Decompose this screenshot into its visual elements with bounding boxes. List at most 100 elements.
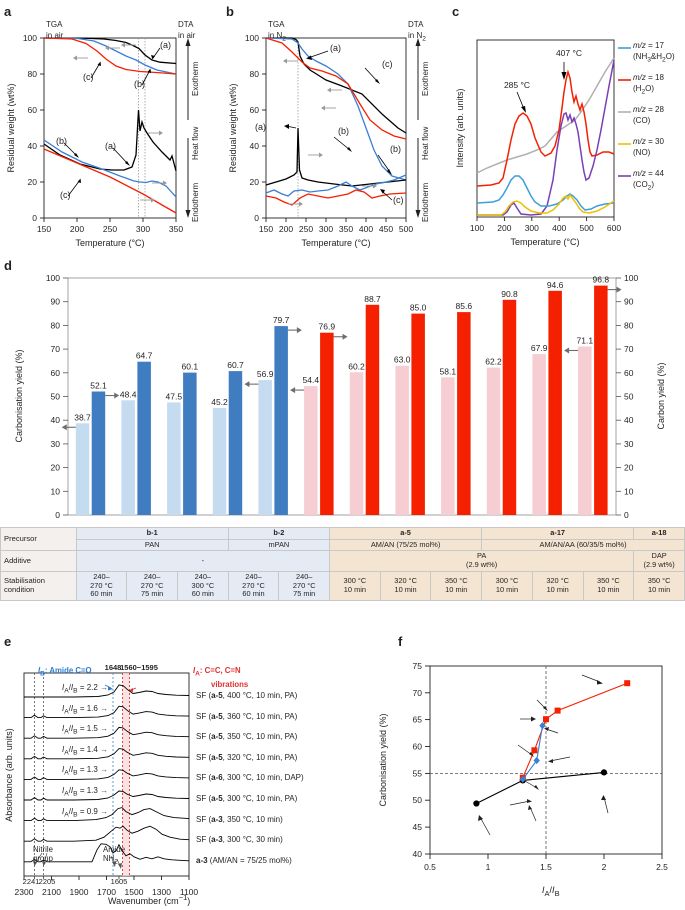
bar-value-carbonisation-4: 45.2	[211, 397, 228, 407]
bar-carbonisation-3	[167, 402, 181, 515]
condition-cell-1: 240– 270 °C 60 min	[75, 570, 128, 602]
svg-text:80: 80	[51, 320, 61, 330]
panel-e-feature-leaders	[33, 852, 122, 869]
svg-text:0: 0	[32, 213, 37, 223]
svg-text:40: 40	[624, 415, 634, 425]
curve-tga-b-air	[43, 37, 177, 75]
bar-carbonisation-8	[395, 365, 409, 515]
svg-text:300: 300	[136, 224, 150, 234]
spectrum-label-6: SF (a-5, 300 °C, 10 min, PA)	[196, 794, 298, 803]
legend-item-mz18: m/z = 18 (H2O)	[633, 72, 675, 104]
svg-text:450: 450	[379, 224, 393, 234]
panel-a-tga-label-1: TGA	[46, 20, 63, 29]
bar-value-carbonisation-12: 71.1	[577, 336, 594, 346]
ref-arrow-g5-left	[244, 381, 259, 388]
curve-tga-c-air	[43, 37, 177, 75]
svg-text:2.5: 2.5	[656, 862, 668, 872]
svg-text:90: 90	[51, 297, 61, 307]
svg-text:20: 20	[250, 177, 260, 187]
panel-c-annotation-leaders	[516, 62, 567, 113]
bar-value-carbon-1: 52.1	[90, 381, 107, 391]
panel-d-letter: d	[4, 258, 12, 273]
curve-dta-c-n2	[265, 189, 407, 206]
svg-text:100: 100	[470, 223, 484, 233]
svg-text:70: 70	[51, 344, 61, 354]
panel-c-legend: m/z = 17 (NH3&H2O) m/z = 18 (H2O) m/z = …	[633, 40, 675, 200]
minor-tick-2241: 2241	[23, 877, 40, 886]
svg-text:250: 250	[103, 224, 117, 234]
bar-value-carbonisation-3: 47.5	[166, 391, 183, 401]
panel-a-tga-label-2: in air	[46, 31, 64, 40]
bar-value-carbonisation-1: 38.7	[74, 412, 91, 422]
condition-cell-9: 300 °C 10 min	[481, 570, 533, 602]
precursor-name-pan: PAN	[75, 538, 229, 552]
svg-text:1900: 1900	[70, 887, 89, 897]
bar-value-carbon-10: 90.8	[501, 289, 518, 299]
legend-item-mz28: m/z = 28 (CO)	[633, 104, 675, 136]
svg-text:1: 1	[486, 862, 491, 872]
svg-text:350: 350	[339, 224, 353, 234]
panel-b-xlabel: Temperature (°C)	[301, 238, 370, 248]
panel-a: 0 20 40 60 80 100 150 200 250 300 350 Te…	[0, 0, 228, 258]
bar-carbonisation-7	[349, 372, 364, 515]
svg-text:45: 45	[413, 822, 423, 832]
svg-text:30: 30	[51, 439, 61, 449]
panel-b-curve-label-c-tga: (c)	[382, 59, 393, 69]
svg-text:150: 150	[259, 224, 273, 234]
spectrum-label-7: SF (a-3, 350 °C, 10 min)	[196, 814, 283, 824]
spectrum-trace-6	[24, 790, 190, 801]
ratio-label-6: IA/IB = 1.3 →	[62, 786, 109, 798]
legend-mz18-species: (H2O)	[633, 84, 655, 96]
panel-a-ylabel: Residual weight (wt%)	[6, 83, 16, 172]
curve-dta-a-air	[43, 109, 177, 172]
legend-mz30-species: (NO)	[633, 148, 651, 157]
legend-mz28-mz: m/z = 28	[633, 105, 664, 114]
svg-text:40: 40	[250, 141, 260, 151]
additive-none: -	[75, 550, 331, 572]
ratio-label-4: IA/IB = 1.4 →	[62, 744, 109, 757]
bar-carbonisation-4	[212, 407, 227, 515]
curve-tga-a-n2	[266, 37, 407, 134]
panel-d-table: Precursor b-1 b-2 a-5 a-17 a-18 PAN mPAN…	[0, 526, 685, 602]
panel-b-dta-label-1: DTA	[408, 20, 424, 29]
panel-c-annotation-407: 407 °C	[556, 48, 582, 58]
panel-a-curve-label-b-dta: (b)	[56, 136, 67, 146]
svg-text:2300: 2300	[15, 887, 34, 897]
panel-f-ylabel: Carbonisation yield (%)	[378, 713, 388, 806]
panel-a-xaxis: 150 200 250 300 350 Temperature (°C)	[37, 218, 183, 248]
svg-text:2: 2	[602, 862, 607, 872]
data-point-0-2	[600, 769, 608, 776]
svg-text:10: 10	[624, 486, 634, 496]
svg-text:1500: 1500	[125, 887, 144, 897]
spectrum-trace-8	[24, 825, 190, 842]
panel-a-direction-arrows	[73, 42, 167, 203]
legend-item-mz44: m/z = 44 (CO2)	[633, 168, 675, 200]
panel-c-xaxis: 100 200 300 400 500 600 Temperature (°C)	[470, 217, 621, 247]
svg-text:200: 200	[70, 224, 84, 234]
bar-value-carbon-6: 76.9	[319, 322, 336, 332]
panel-b-tga-label-2: in N2	[268, 31, 286, 43]
svg-text:20: 20	[28, 177, 38, 187]
panel-b-svg: 0 20 40 60 80 100 150 200 250 300 350 40…	[228, 33, 421, 248]
panel-a-xlabel: Temperature (°C)	[75, 238, 144, 248]
bar-value-carbonisation-5: 56.9	[257, 369, 274, 379]
precursor-condition-table: Precursor b-1 b-2 a-5 a-17 a-18 PAN mPAN…	[0, 526, 685, 602]
panel-f-xaxis: 0.5 1 1.5 2 2.5	[424, 854, 668, 872]
panel-b-direction-arrows	[283, 58, 377, 207]
curve-ms-no	[477, 193, 615, 216]
panel-a-exotherm-label: Exotherm	[191, 61, 200, 96]
bar-carbon-1	[91, 391, 106, 515]
bar-value-carbon-4: 60.7	[227, 360, 244, 370]
panel-a-heatflow-label: Heat flow	[191, 126, 200, 160]
data-point-1-1	[531, 747, 538, 754]
panel-d-ylabel-right: Carbon yield (%)	[656, 362, 666, 429]
condition-cell-10: 320 °C 10 min	[531, 570, 584, 602]
svg-text:2100: 2100	[42, 887, 61, 897]
precursor-code-a5: a-5	[329, 527, 483, 540]
ref-arrow-g12-right	[607, 286, 622, 293]
svg-text:60: 60	[624, 368, 634, 378]
condition-cell-11: 350 °C 10 min	[582, 570, 635, 602]
condition-cell-5: 240– 270 °C 75 min	[278, 570, 331, 602]
ref-arrow-g1-right	[105, 392, 120, 399]
svg-text:70: 70	[624, 344, 634, 354]
